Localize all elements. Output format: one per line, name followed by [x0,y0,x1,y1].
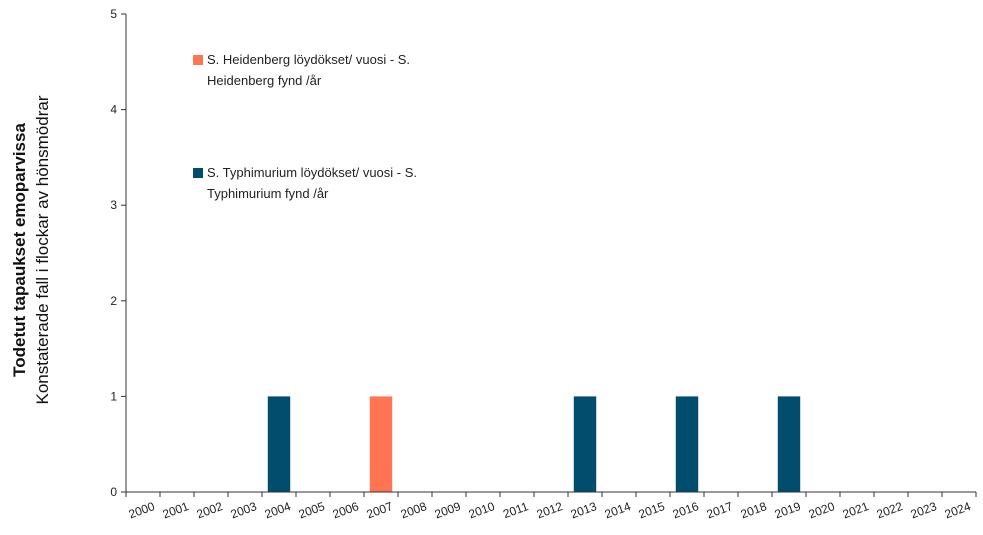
y-axis-label-line2: Konstaterade fall i flockar av hönsmödra… [33,95,52,404]
x-tick-label: 2023 [909,499,939,521]
legend-label-line1: S. Heidenberg löydökset/ vuosi - S. [207,52,410,67]
y-axis-label-line1: Todetut tapaukset emoparvissa [10,123,29,377]
y-tick-label: 5 [110,7,117,21]
x-tick-label: 2017 [705,499,735,521]
y-axis-label: Todetut tapaukset emoparvissa Konstatera… [10,95,52,404]
x-tick-label: 2016 [671,499,701,521]
bar-2007 [369,396,393,492]
y-tick-label: 1 [110,389,117,403]
bar-2019 [777,396,801,492]
bar-2016 [675,396,699,492]
legend-swatch [193,168,203,178]
x-tick-label: 2014 [603,499,633,521]
x-tick-label: 2002 [195,499,225,521]
bars-group [267,396,801,492]
y-tick-label: 0 [110,485,117,499]
y-tick-label: 2 [110,294,117,308]
x-tick-label: 2007 [365,499,395,521]
x-tick-label: 2020 [807,499,837,521]
legend-label-line2: Typhimurium fynd /år [207,186,329,201]
x-tick-label: 2000 [127,499,157,521]
y-tick-label: 3 [110,198,117,212]
x-tick-label: 2022 [875,499,905,521]
x-tick-label: 2003 [229,499,259,521]
x-tick-label: 2010 [467,499,497,521]
legend: S. Heidenberg löydökset/ vuosi - S. Heide… [193,52,417,201]
x-tick-label: 2024 [943,499,973,521]
bar-2004 [267,396,291,492]
x-tick-label: 2015 [637,499,667,521]
x-tick-label: 2012 [535,499,565,521]
legend-label-line1: S. Typhimurium löydökset/ vuosi - S. [207,165,417,180]
x-tick-label: 2021 [841,499,871,521]
x-tick-label: 2004 [263,499,293,521]
x-tick-label: 2019 [773,499,803,521]
bar-2013 [573,396,597,492]
x-tick-label: 2008 [399,499,429,521]
x-tick-label: 2006 [331,499,361,521]
x-tick-label: 2011 [501,499,530,521]
legend-label-line2: Heidenberg fynd /år [207,73,322,88]
x-tick-label: 2001 [161,499,191,521]
x-tick-label: 2009 [433,499,463,521]
x-tick-label: 2018 [739,499,769,521]
x-tick-label: 2005 [297,499,327,521]
y-tick-label: 4 [110,103,117,117]
legend-swatch [193,55,203,65]
x-tick-label: 2013 [569,499,599,521]
